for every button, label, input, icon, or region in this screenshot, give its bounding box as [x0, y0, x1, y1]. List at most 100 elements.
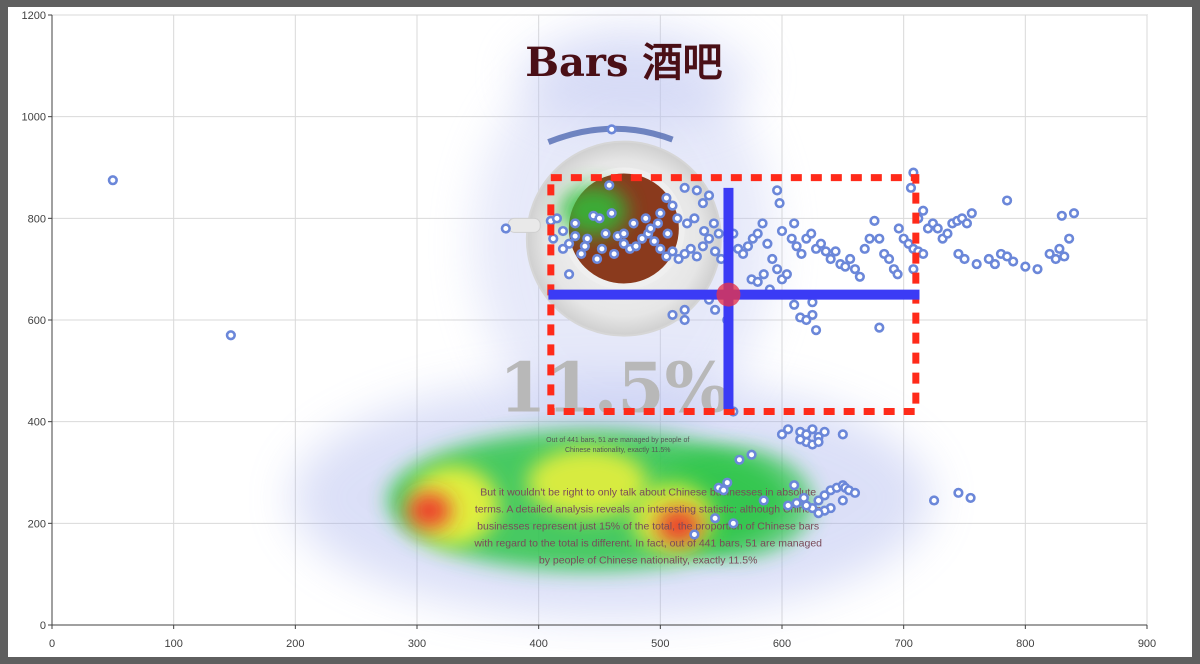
scatter-point [830, 246, 841, 257]
scatter-point [1001, 195, 1013, 206]
scatter-point [758, 495, 769, 506]
scatter-point [1020, 261, 1031, 272]
scatter-point [713, 228, 724, 239]
scatter-point [691, 251, 702, 262]
scatter-series [107, 124, 1080, 540]
scatter-point [551, 213, 563, 224]
scatter-point [928, 495, 940, 506]
heatmap-paragraph-line: by people of Chinese nationality, exactl… [539, 554, 758, 566]
scatter-point [709, 513, 721, 524]
scatter-point [813, 436, 824, 448]
heat-hotspot [407, 492, 452, 529]
scatter-point [772, 264, 783, 275]
scatter-point [1068, 208, 1080, 219]
scatter-point [596, 243, 608, 254]
scatter-point [673, 253, 684, 265]
scatter-point [606, 124, 617, 135]
scatter-point [604, 180, 615, 191]
scatter-point [789, 299, 800, 310]
scatter-point [942, 228, 953, 239]
scatter-point [708, 218, 719, 229]
scatter-point [825, 253, 836, 265]
scatter-point [859, 243, 870, 254]
scatter-point [500, 223, 511, 234]
scatter-point [594, 213, 605, 224]
heatmap-title: Bars 酒吧 [525, 39, 722, 86]
heatmap-big-text: 11.5% [499, 349, 729, 429]
scatter-point [782, 424, 794, 435]
scatter-point [652, 218, 664, 229]
scatter-point [757, 218, 768, 229]
scatter-point [791, 497, 802, 509]
scatter-point [807, 309, 818, 321]
y-tick-label: 400 [28, 417, 46, 429]
scatter-point [636, 233, 648, 244]
heatmap-caption-line: Out of 441 bars, 51 are managed by peopl… [546, 437, 689, 444]
scatter-point [600, 228, 611, 239]
scatter-point [781, 269, 792, 280]
scatter-point [667, 309, 678, 321]
scatter-point [1059, 251, 1070, 262]
scatter-point [661, 251, 672, 262]
scatter-point [722, 477, 733, 488]
heat-core [527, 447, 648, 518]
scatter-point [801, 500, 812, 511]
scatter-point [1008, 256, 1019, 267]
scatter-point [959, 253, 970, 265]
scatter-point [953, 487, 964, 498]
y-tick-label: 600 [28, 315, 46, 327]
y-tick-label: 1000 [22, 112, 46, 124]
scatter-point [703, 233, 715, 244]
x-tick-label: 600 [773, 638, 791, 650]
scatter-point [789, 480, 800, 491]
scatter-point [699, 225, 710, 237]
x-tick-label: 500 [651, 638, 669, 650]
scatter-point [758, 269, 769, 280]
scatter-point [965, 492, 976, 504]
scatter-point [908, 264, 919, 275]
scatter-point [679, 304, 690, 315]
scatter-point [845, 253, 856, 265]
scatter-point [672, 213, 683, 224]
scatter-point [628, 218, 639, 229]
scatter-point [557, 243, 569, 254]
scatter-point [689, 213, 700, 224]
scatter-point [645, 223, 656, 234]
scatter-point [576, 248, 587, 260]
scatter-point [107, 175, 118, 186]
scatter-point [709, 304, 721, 315]
scatter-point [953, 248, 964, 260]
scatter-point [796, 248, 807, 260]
scatter-point [883, 253, 895, 265]
x-tick-label: 900 [1138, 638, 1156, 650]
scatter-point [776, 429, 788, 440]
scatter-point [849, 487, 861, 498]
scatter-point [685, 243, 696, 254]
scatter-point [813, 508, 824, 519]
scatter-point [807, 424, 818, 435]
x-tick-label: 700 [894, 638, 912, 650]
heat-haze [516, 26, 756, 126]
scatter-point [1032, 264, 1043, 275]
scatter-point [892, 269, 903, 280]
scatter-point [691, 185, 702, 196]
scatter-point [667, 246, 678, 257]
scatter-point [791, 241, 802, 252]
heatmap-paragraph-line: with regard to the total is different. I… [473, 537, 822, 549]
scatter-point [772, 185, 783, 196]
scatter-point [689, 529, 700, 540]
scatter-point [795, 434, 806, 445]
y-tick-label: 0 [40, 620, 46, 632]
y-tick-label: 1200 [22, 10, 46, 22]
x-tick-label: 300 [408, 638, 426, 650]
scatter-point [869, 215, 880, 226]
scatter-point [819, 490, 830, 501]
scatter-point [813, 495, 824, 506]
scatter-point [837, 495, 848, 506]
scatter-point [752, 276, 763, 287]
scatter-point [718, 485, 729, 496]
scatter-point [649, 236, 660, 247]
scatter-point [905, 182, 917, 193]
scatter-point [854, 271, 865, 282]
scatter-point [782, 500, 794, 511]
